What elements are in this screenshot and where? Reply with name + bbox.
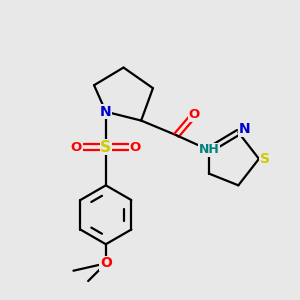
Text: N: N — [238, 122, 250, 136]
Text: O: O — [130, 141, 141, 154]
Text: O: O — [100, 256, 112, 270]
Text: S: S — [260, 152, 270, 166]
Text: O: O — [188, 108, 200, 121]
Text: NH: NH — [199, 143, 219, 157]
Text: N: N — [100, 105, 112, 119]
Text: O: O — [71, 141, 82, 154]
Text: S: S — [100, 140, 111, 154]
